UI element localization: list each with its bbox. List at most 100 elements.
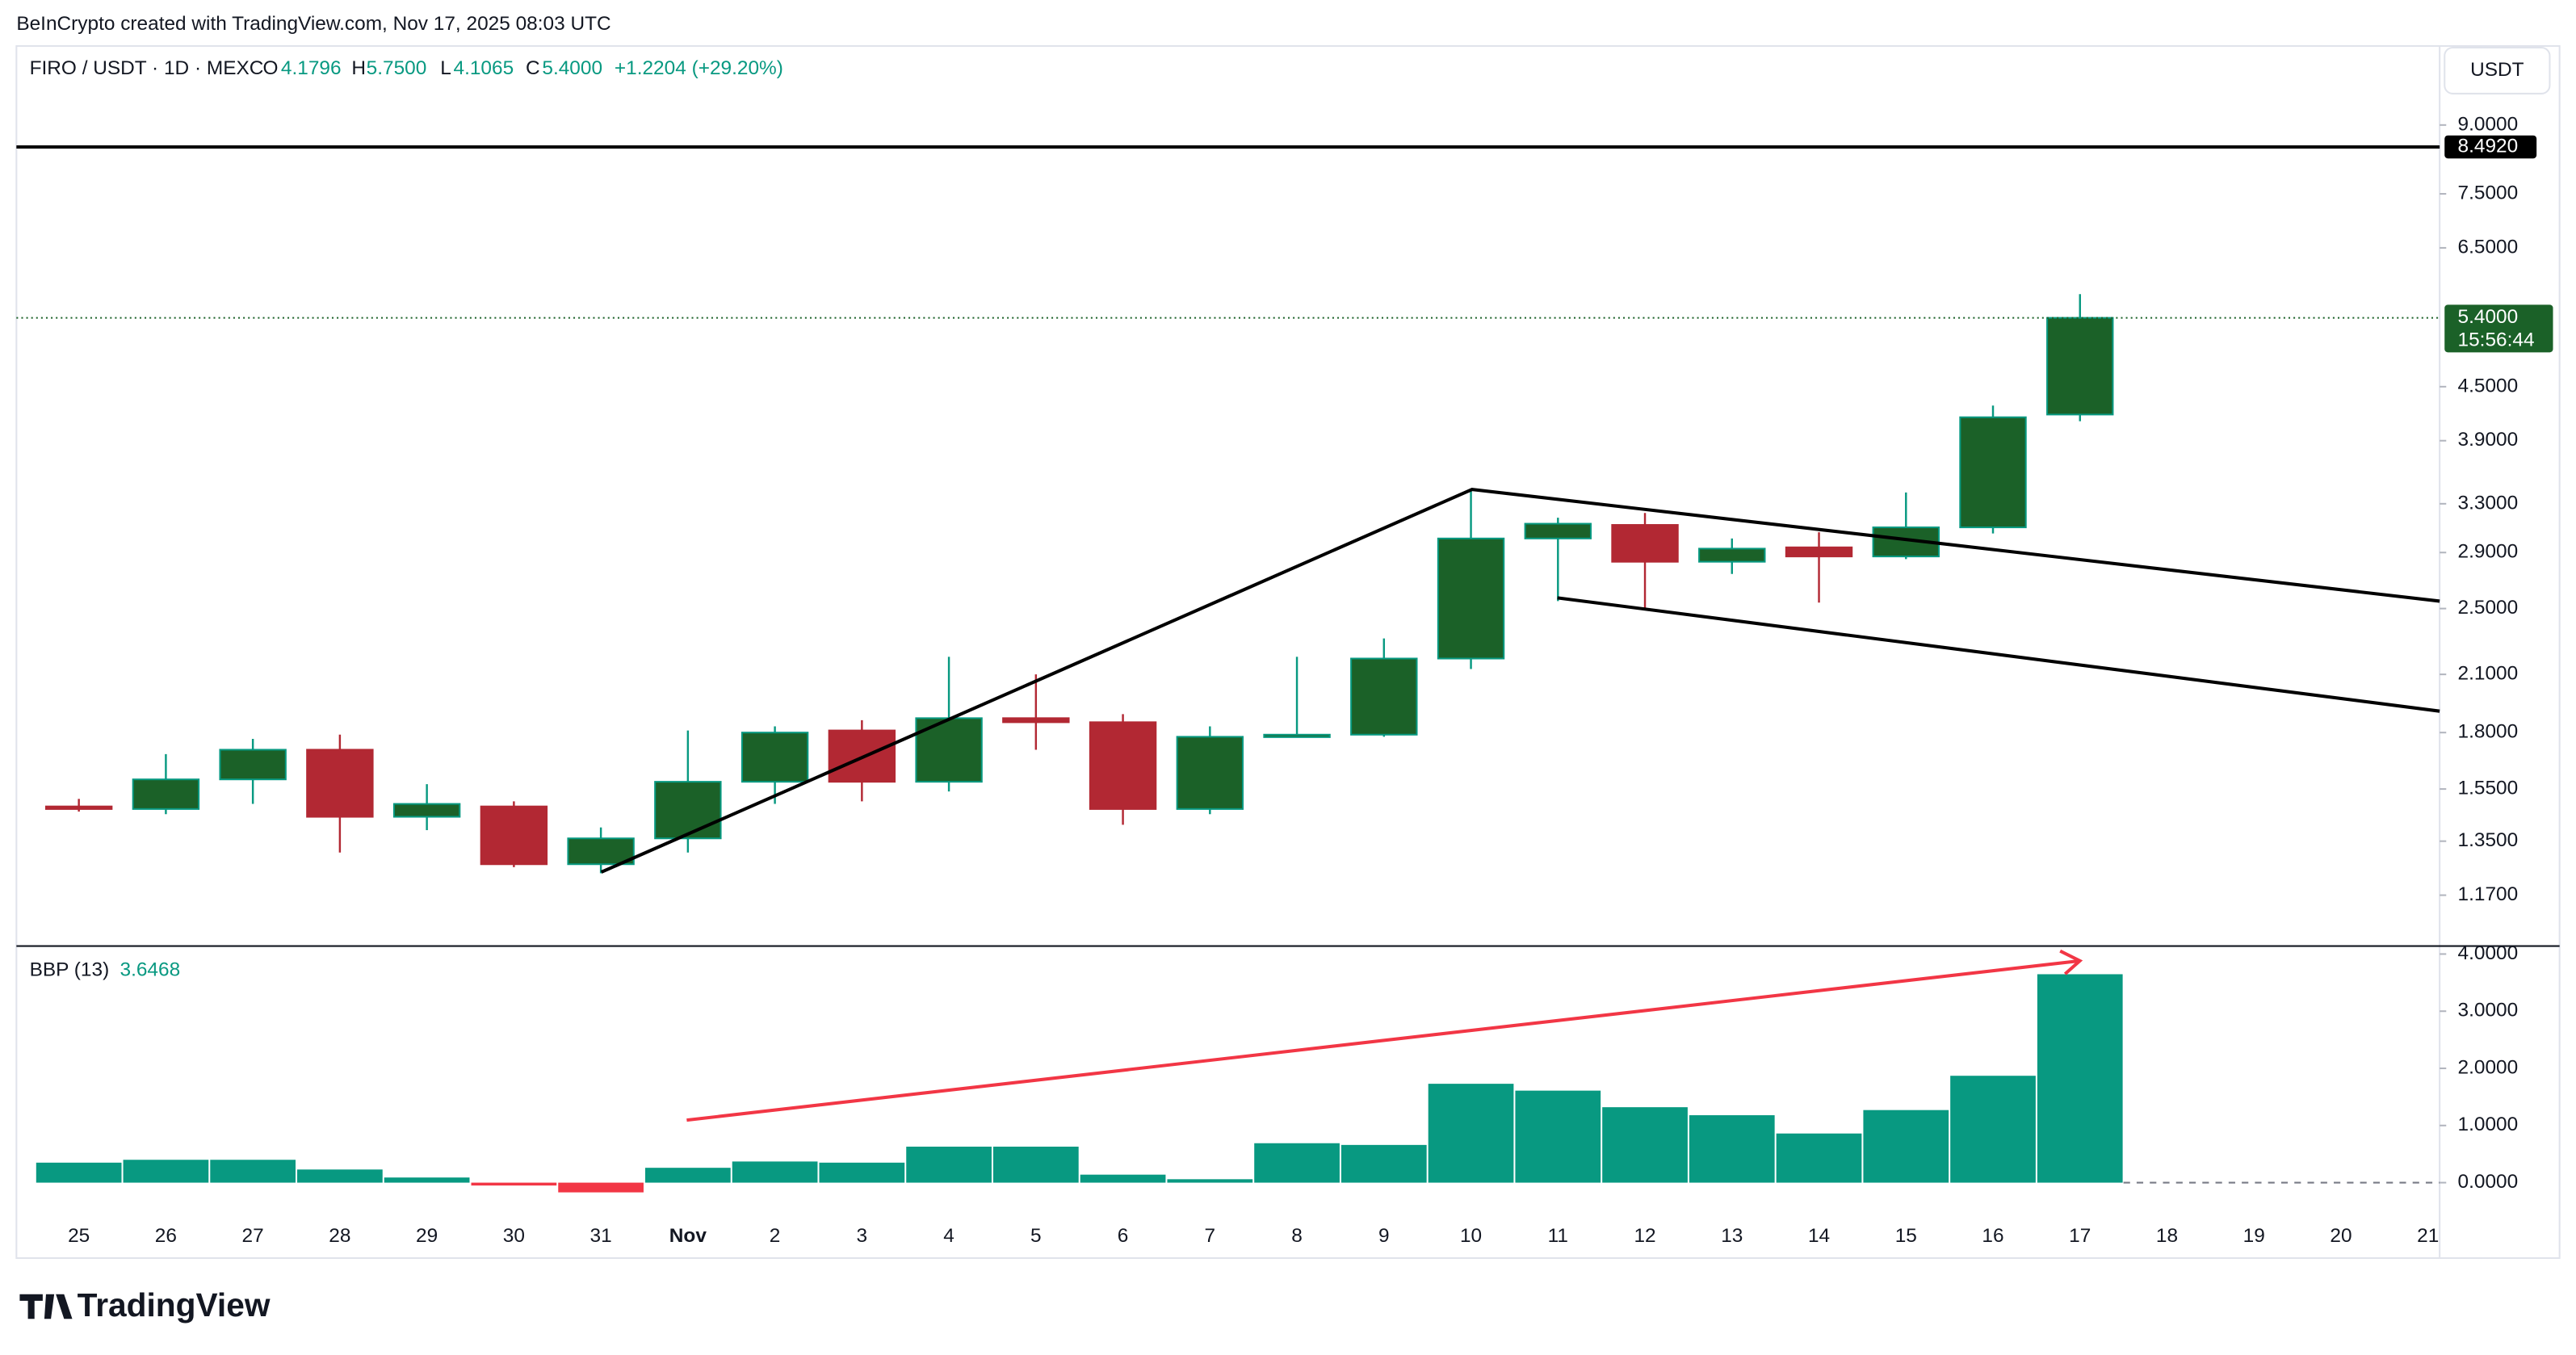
legend-label: L	[440, 57, 451, 79]
candle-body	[1785, 546, 1853, 558]
y-tick-label: 1.1700	[2458, 883, 2519, 905]
legend-value: 4.1796	[281, 57, 342, 79]
candle-body	[1611, 524, 1679, 563]
bar	[1167, 1179, 1253, 1183]
x-tick-label: 25	[68, 1225, 90, 1247]
candle-body	[1089, 721, 1157, 810]
y-tick-label: 7.5000	[2458, 182, 2519, 203]
header: BeInCrypto created with TradingView.com,…	[16, 13, 610, 35]
candle-body	[1350, 657, 1418, 736]
y-tick-label: 2.0000	[2458, 1056, 2519, 1078]
bar	[645, 1168, 731, 1183]
x-tick-label: 29	[416, 1225, 438, 1247]
currency-button-label[interactable]: USDT	[2470, 59, 2524, 81]
y-tick-label: 0.0000	[2458, 1171, 2519, 1193]
x-tick-label: 13	[1721, 1225, 1743, 1247]
legend-value: 4.1065	[454, 57, 514, 79]
candle-body	[828, 729, 896, 783]
bar	[819, 1162, 905, 1183]
candle-body	[567, 837, 635, 866]
price-tag	[2444, 135, 2537, 159]
x-tick-label: 18	[2156, 1225, 2178, 1247]
frame	[15, 44, 2561, 1260]
legend-value: 5.4000	[542, 57, 602, 79]
x-tick-label: 10	[1460, 1225, 1482, 1247]
y-tick-label: 3.3000	[2458, 492, 2519, 514]
y-tick-label: 1.8000	[2458, 721, 2519, 743]
y-tick-label: 1.3500	[2458, 829, 2519, 851]
x-tick-label: 14	[1808, 1225, 1830, 1247]
y-tick-label: 1.0000	[2458, 1114, 2519, 1135]
x-tick-label: 28	[329, 1225, 350, 1247]
bar	[123, 1160, 209, 1183]
brand: TradingView	[78, 1286, 271, 1324]
divergence-arrow	[2059, 949, 2083, 975]
bar	[732, 1161, 818, 1183]
candle-body	[1698, 547, 1766, 563]
legend-label: O	[263, 57, 279, 79]
candle-body	[132, 778, 200, 810]
x-tick-label: 31	[590, 1225, 612, 1247]
x-tick-label: Nov	[669, 1225, 707, 1247]
x-tick-label: 6	[1118, 1225, 1129, 1247]
candle-body	[306, 749, 374, 818]
candle-body	[1959, 416, 2027, 529]
y-tick-label: 2.9000	[2458, 541, 2519, 563]
price-tag-label: 8.4920	[2458, 135, 2519, 157]
indicator-title: BBP (13)	[30, 959, 110, 981]
candle-body	[654, 781, 722, 840]
bar	[1340, 1144, 1427, 1183]
currency-button[interactable]	[2444, 46, 2551, 94]
y-tick-label: 6.5000	[2458, 236, 2519, 258]
x-tick-label: 17	[2069, 1225, 2091, 1247]
legend-symbol: FIRO / USDT · 1D · MEXC	[30, 57, 264, 79]
legend-ohlc: O 4.1796 H 5.7500 L 4.1065 C 5.4000 +1.2…	[263, 57, 783, 79]
x-tick-label: 27	[242, 1225, 264, 1247]
trend-line	[600, 488, 2440, 874]
candle-body	[44, 805, 113, 810]
y-tick-label: 3.0000	[2458, 1000, 2519, 1021]
x-tick-label: 4	[943, 1225, 954, 1247]
x-tick-label: 5	[1030, 1225, 1042, 1247]
x-tick-label: 26	[155, 1225, 177, 1247]
bar	[1863, 1110, 1949, 1183]
candle-body	[1524, 522, 1592, 539]
plot: 9.0000 7.5000 6.5000 4.5000 3.9000 3.3000 2.90…	[16, 113, 2553, 1247]
bar	[1515, 1090, 1601, 1183]
bar	[1428, 1084, 1514, 1183]
x-tick-label: 16	[1982, 1225, 2003, 1247]
legend-value: 5.7500	[367, 57, 427, 79]
bar	[36, 1162, 122, 1183]
candle-body	[1263, 733, 1331, 738]
trend-line	[1557, 596, 2440, 713]
x-tick-label: 2	[770, 1225, 781, 1247]
x-tick-label: 21	[2417, 1225, 2439, 1247]
bar	[1254, 1143, 1340, 1183]
y-tick-label: 3.9000	[2458, 429, 2519, 451]
candle-body	[219, 749, 287, 781]
bar	[384, 1177, 470, 1183]
y-tick-label: 9.0000	[2458, 113, 2519, 135]
candle-body	[480, 805, 548, 866]
bar	[1950, 1076, 2036, 1183]
last-price-tag	[2444, 304, 2553, 353]
legend-label: H	[351, 57, 366, 79]
x-tick-label: 9	[1378, 1225, 1390, 1247]
bar	[297, 1169, 383, 1183]
bar	[471, 1182, 557, 1186]
bar	[906, 1146, 992, 1183]
candle-body	[392, 803, 461, 818]
countdown: 15:56:44	[2458, 329, 2535, 351]
bar	[210, 1160, 296, 1183]
y-tick-label: 1.5500	[2458, 778, 2519, 799]
x-tick-label: 30	[503, 1225, 525, 1247]
candle-body	[740, 732, 809, 783]
x-tick-label: 15	[1895, 1225, 1917, 1247]
x-tick-label: 20	[2330, 1225, 2352, 1247]
brand-logo	[19, 1294, 73, 1319]
bar	[1602, 1107, 1688, 1183]
indicator-value: 3.6468	[120, 959, 181, 981]
y-tick-label: 4.0000	[2458, 942, 2519, 964]
